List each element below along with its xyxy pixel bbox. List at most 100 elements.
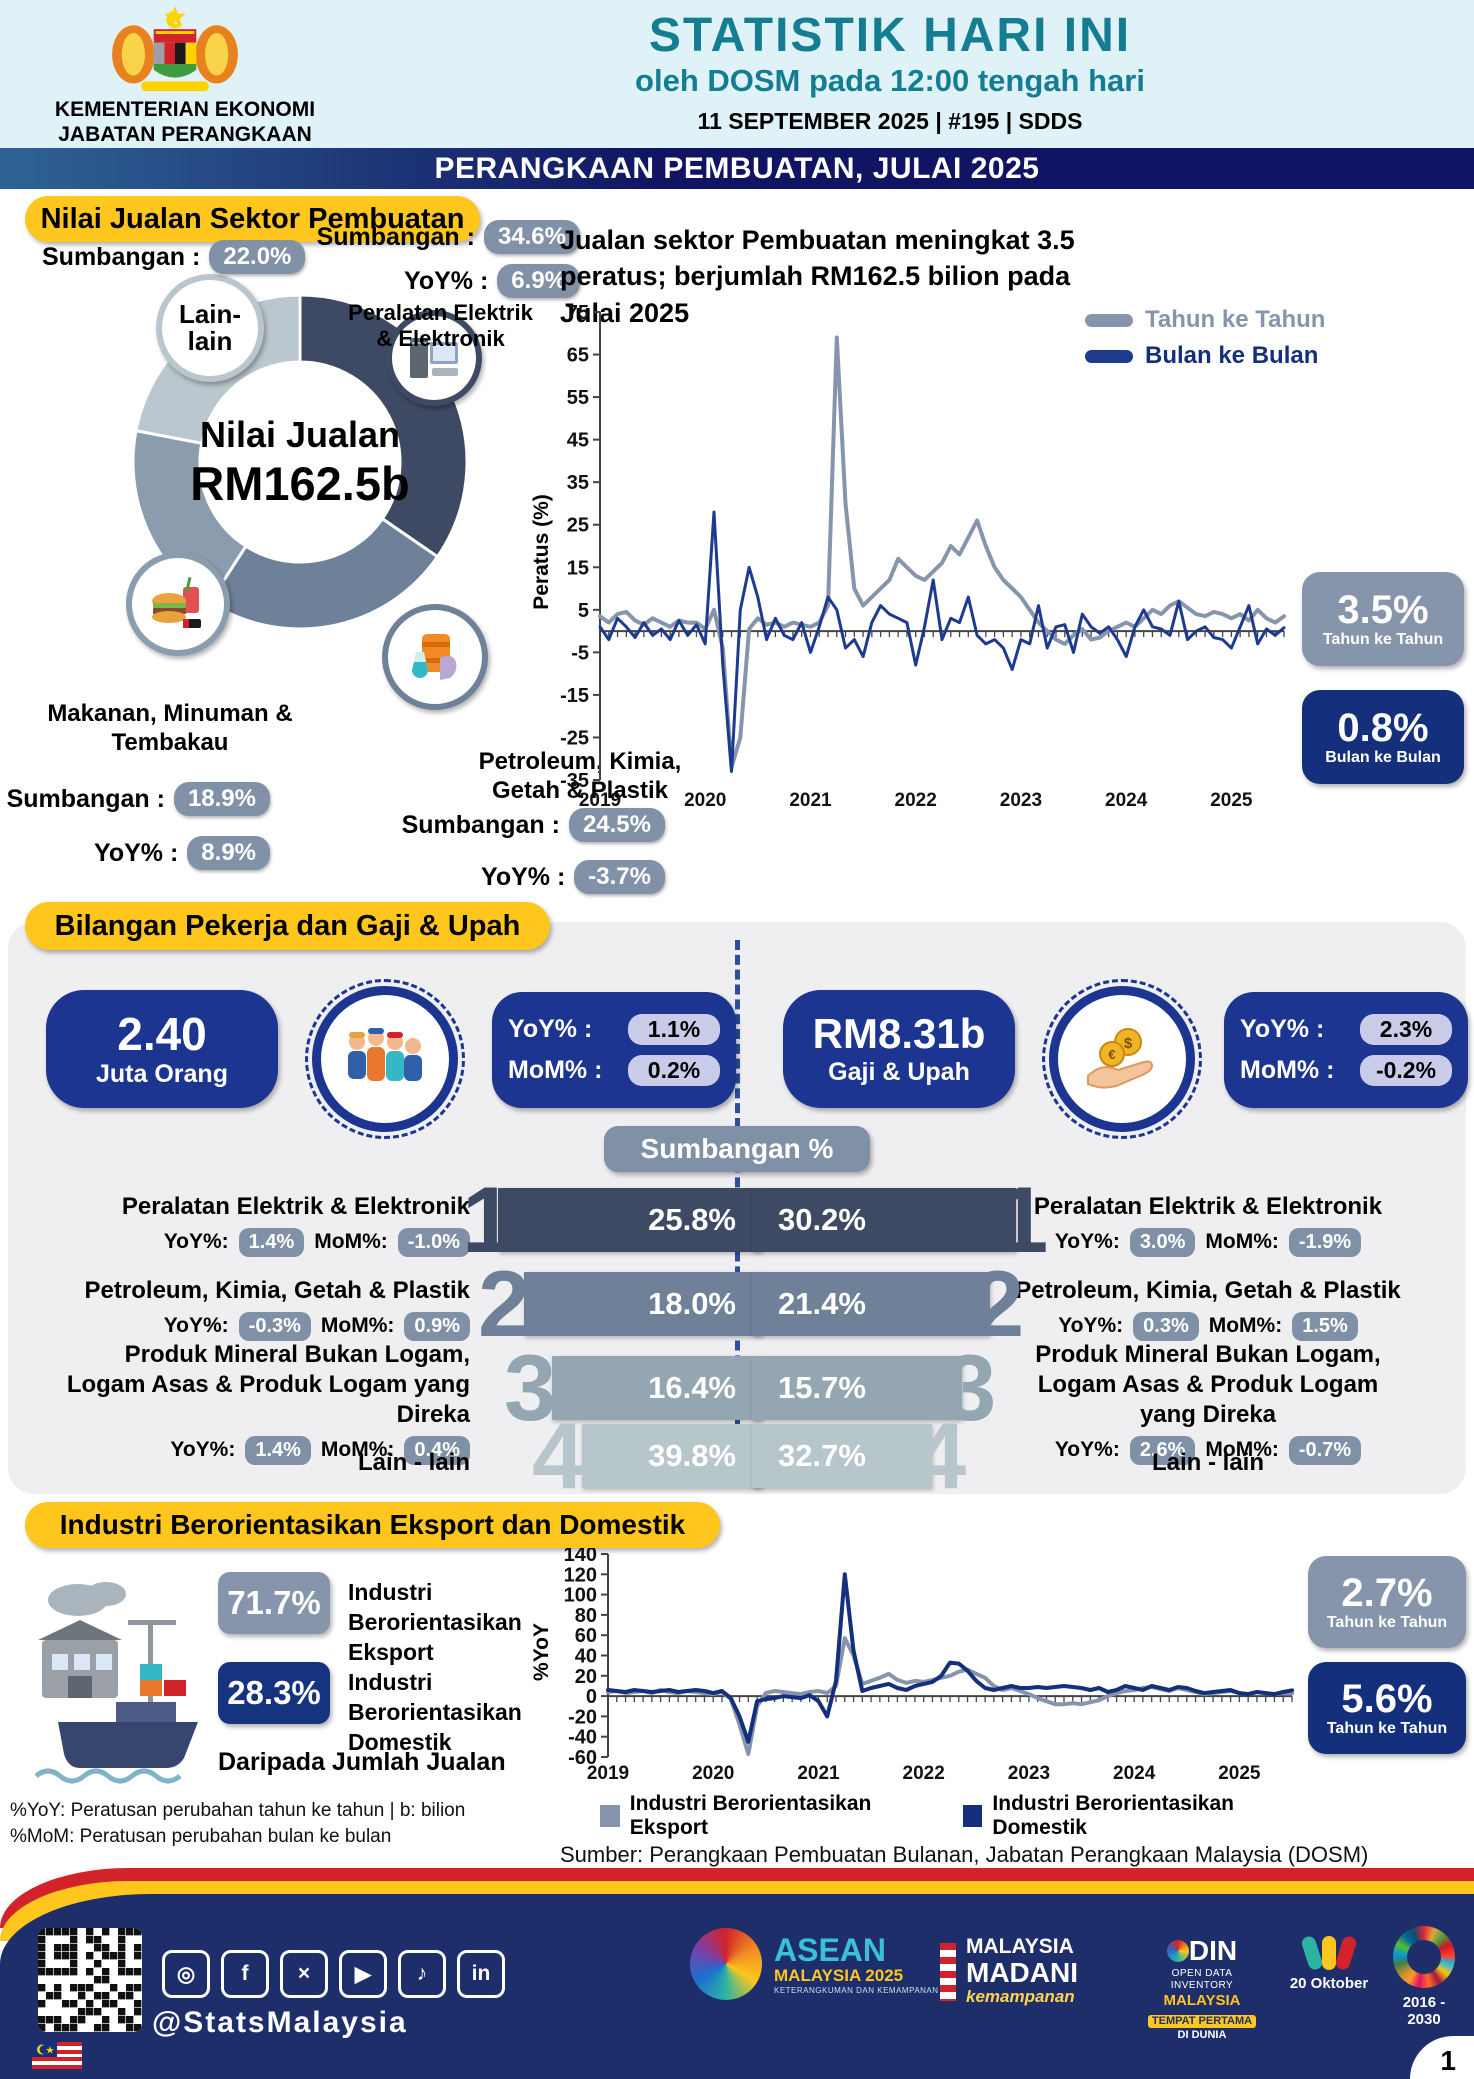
row1-right-label: Peralatan Elektrik & Elektronik YoY%: 3.0… [1008, 1192, 1408, 1257]
svg-text:2025: 2025 [1210, 790, 1253, 810]
badge-mom-0-8: 0.8% Bulan ke Bulan [1302, 690, 1464, 784]
svg-text:100: 100 [564, 1585, 597, 1607]
linkedin-icon[interactable]: in [457, 1950, 505, 1998]
row4-right-label: Lain - lain [1151, 1449, 1264, 1476]
legend-swatch-mom [1085, 349, 1133, 363]
svg-text:2022: 2022 [895, 790, 937, 810]
value-petroleum-yoy: -3.7% [574, 860, 665, 894]
port-ship-icon [34, 1582, 198, 1784]
label-makanan-yoy: YoY% : 8.9% [25, 836, 270, 870]
svg-text:25: 25 [567, 515, 589, 537]
svg-text:2021: 2021 [789, 790, 832, 810]
svg-text:2019: 2019 [579, 790, 621, 810]
row4-left-label: Lain - lain [357, 1449, 470, 1476]
electronics-icon [386, 310, 482, 406]
workers-rate-pill: YoY% :1.1% MoM% :0.2% [492, 992, 736, 1108]
label-petroleum-sumbangan: Sumbangan : 24.5% [402, 808, 665, 842]
qr-code [38, 1928, 142, 2032]
svg-text:2020: 2020 [684, 790, 726, 810]
svg-text:2021: 2021 [797, 1763, 840, 1783]
svg-text:120: 120 [564, 1564, 597, 1586]
badge-yoy-3-5: 3.5% Tahun ke Tahun [1302, 572, 1464, 666]
section2-heading: Bilangan Pekerja dan Gaji & Upah [25, 902, 550, 950]
section3-heading: Industri Berorientasikan Eksport dan Dom… [25, 1502, 720, 1548]
svg-text:€: € [1108, 1047, 1115, 1062]
malaysia-coat-of-arms [112, 5, 238, 92]
hands-icon [1286, 1934, 1372, 1972]
wages-mom-value: -0.2% [1360, 1055, 1452, 1086]
madani-flag-icon [940, 1942, 956, 2001]
svg-text:$: $ [1124, 1035, 1133, 1052]
wages-yoy-value: 2.3% [1360, 1014, 1452, 1045]
rank-3-left: 3 [504, 1335, 557, 1440]
label-elektrik-yoy: YoY% : 6.9% [340, 264, 580, 298]
svg-text:2024: 2024 [1113, 1763, 1156, 1783]
rank-2-right: 2 [972, 1251, 1025, 1356]
svg-text:2020: 2020 [692, 1763, 734, 1783]
section1-heading: Nilai Jualan Sektor Pembuatan [25, 196, 480, 242]
tiktok-icon[interactable]: ♪ [398, 1950, 446, 1998]
value-petroleum-sumbangan: 24.5% [568, 808, 665, 842]
bar-right-4: 32.7% [752, 1424, 932, 1488]
page-title: STATISTIK HARI INI [648, 9, 1132, 62]
chart2-legend: Industri Berorientasikan Eksport Industr… [600, 1792, 1300, 1840]
svg-text:35: 35 [567, 472, 589, 494]
svg-text:2023: 2023 [1000, 790, 1042, 810]
bar-left-3: 16.4% [552, 1356, 762, 1420]
bar-right-3: 15.7% [752, 1356, 962, 1420]
sdg-wheel-icon [1393, 1926, 1455, 1988]
value-makanan-yoy: 8.9% [187, 836, 270, 870]
svg-text:-35: -35 [560, 770, 589, 792]
svg-text:-40: -40 [568, 1727, 597, 1749]
asean-2025-logo: ASEAN MALAYSIA 2025 KETERANGKUMAN DAN KE… [690, 1928, 939, 2000]
domestic-share-badge: 28.3% [218, 1662, 330, 1724]
rank-3-right: 3 [944, 1335, 997, 1440]
workers-count-pill: 2.40 Juta Orang [46, 990, 278, 1108]
rank-4-right: 4 [914, 1403, 967, 1508]
svg-text:75: 75 [567, 302, 589, 324]
odin-logo: DIN OPEN DATA INVENTORY MALAYSIA TEMPAT … [1142, 1934, 1262, 2042]
legend-swatch-eksport [600, 1805, 620, 1827]
rank-4-left: 4 [532, 1403, 585, 1508]
svg-text:2019: 2019 [587, 1763, 629, 1783]
20-oktober-logo: 20 Oktober [1286, 1934, 1372, 1992]
domestic-share-label: Industri Berorientasikan Domestik [348, 1669, 522, 1755]
bar-right-2: 21.4% [752, 1272, 990, 1336]
chart1-heading: Jualan sektor Pembuatan meningkat 3.5 pe… [560, 225, 1075, 328]
label-elektrik-sumbangan: Sumbangan : 34.6% [317, 220, 580, 254]
svg-text:-5: -5 [571, 642, 589, 664]
svg-text:15: 15 [567, 557, 589, 579]
masthead: STATISTIK HARI INI oleh DOSM pada 12:00 … [500, 8, 1280, 135]
label-lain-sumbangan: Sumbangan : 22.0% [42, 240, 306, 274]
wages-pill: RM8.31b Gaji & Upah [783, 990, 1015, 1108]
svg-text:2022: 2022 [903, 1763, 945, 1783]
sdg-logo: 2016 - 2030 [1384, 1926, 1464, 2028]
footnotes: %YoY: Peratusan perubahan tahun ke tahun… [10, 1800, 466, 1847]
value-lain-sumbangan: 22.0% [209, 240, 306, 274]
badge-export-yoy: 2.7% Tahun ke Tahun [1308, 1556, 1466, 1648]
x-icon[interactable]: × [280, 1950, 328, 1998]
bar-left-4: 39.8% [582, 1424, 762, 1488]
stats-malaysia-handle[interactable]: @StatsMalaysia [152, 2006, 408, 2039]
svg-text:-20: -20 [568, 1706, 597, 1728]
legend-swatch-yoy [1085, 313, 1133, 327]
facebook-icon[interactable]: f [221, 1950, 269, 1998]
rank-1-right: 1 [996, 1167, 1049, 1272]
svg-text:40: 40 [575, 1646, 597, 1668]
social-icons: ◎ f × ▶ ♪ in [162, 1950, 505, 1998]
youtube-icon[interactable]: ▶ [339, 1950, 387, 1998]
chart2-ylabel: %YoY [530, 1623, 553, 1681]
bar-left-1: 25.8% [498, 1188, 762, 1252]
report-banner: PERANGKAAN PEMBUATAN, JULAI 2025 [0, 148, 1474, 189]
segment-name-petroleum: Petroleum, Kimia, Getah & Plastik [478, 748, 682, 804]
malaysia-flag-icon [32, 2042, 82, 2069]
wages-rate-pill: YoY% :2.3% MoM% : -0.2% [1224, 992, 1468, 1108]
instagram-icon[interactable]: ◎ [162, 1950, 210, 1998]
svg-text:-60: -60 [568, 1747, 597, 1769]
sumbangan-heading: Sumbangan % [604, 1126, 870, 1172]
food-beverage-icon [126, 552, 230, 656]
svg-text:0: 0 [586, 1686, 597, 1708]
value-elektrik-sumbangan: 34.6% [483, 220, 580, 254]
